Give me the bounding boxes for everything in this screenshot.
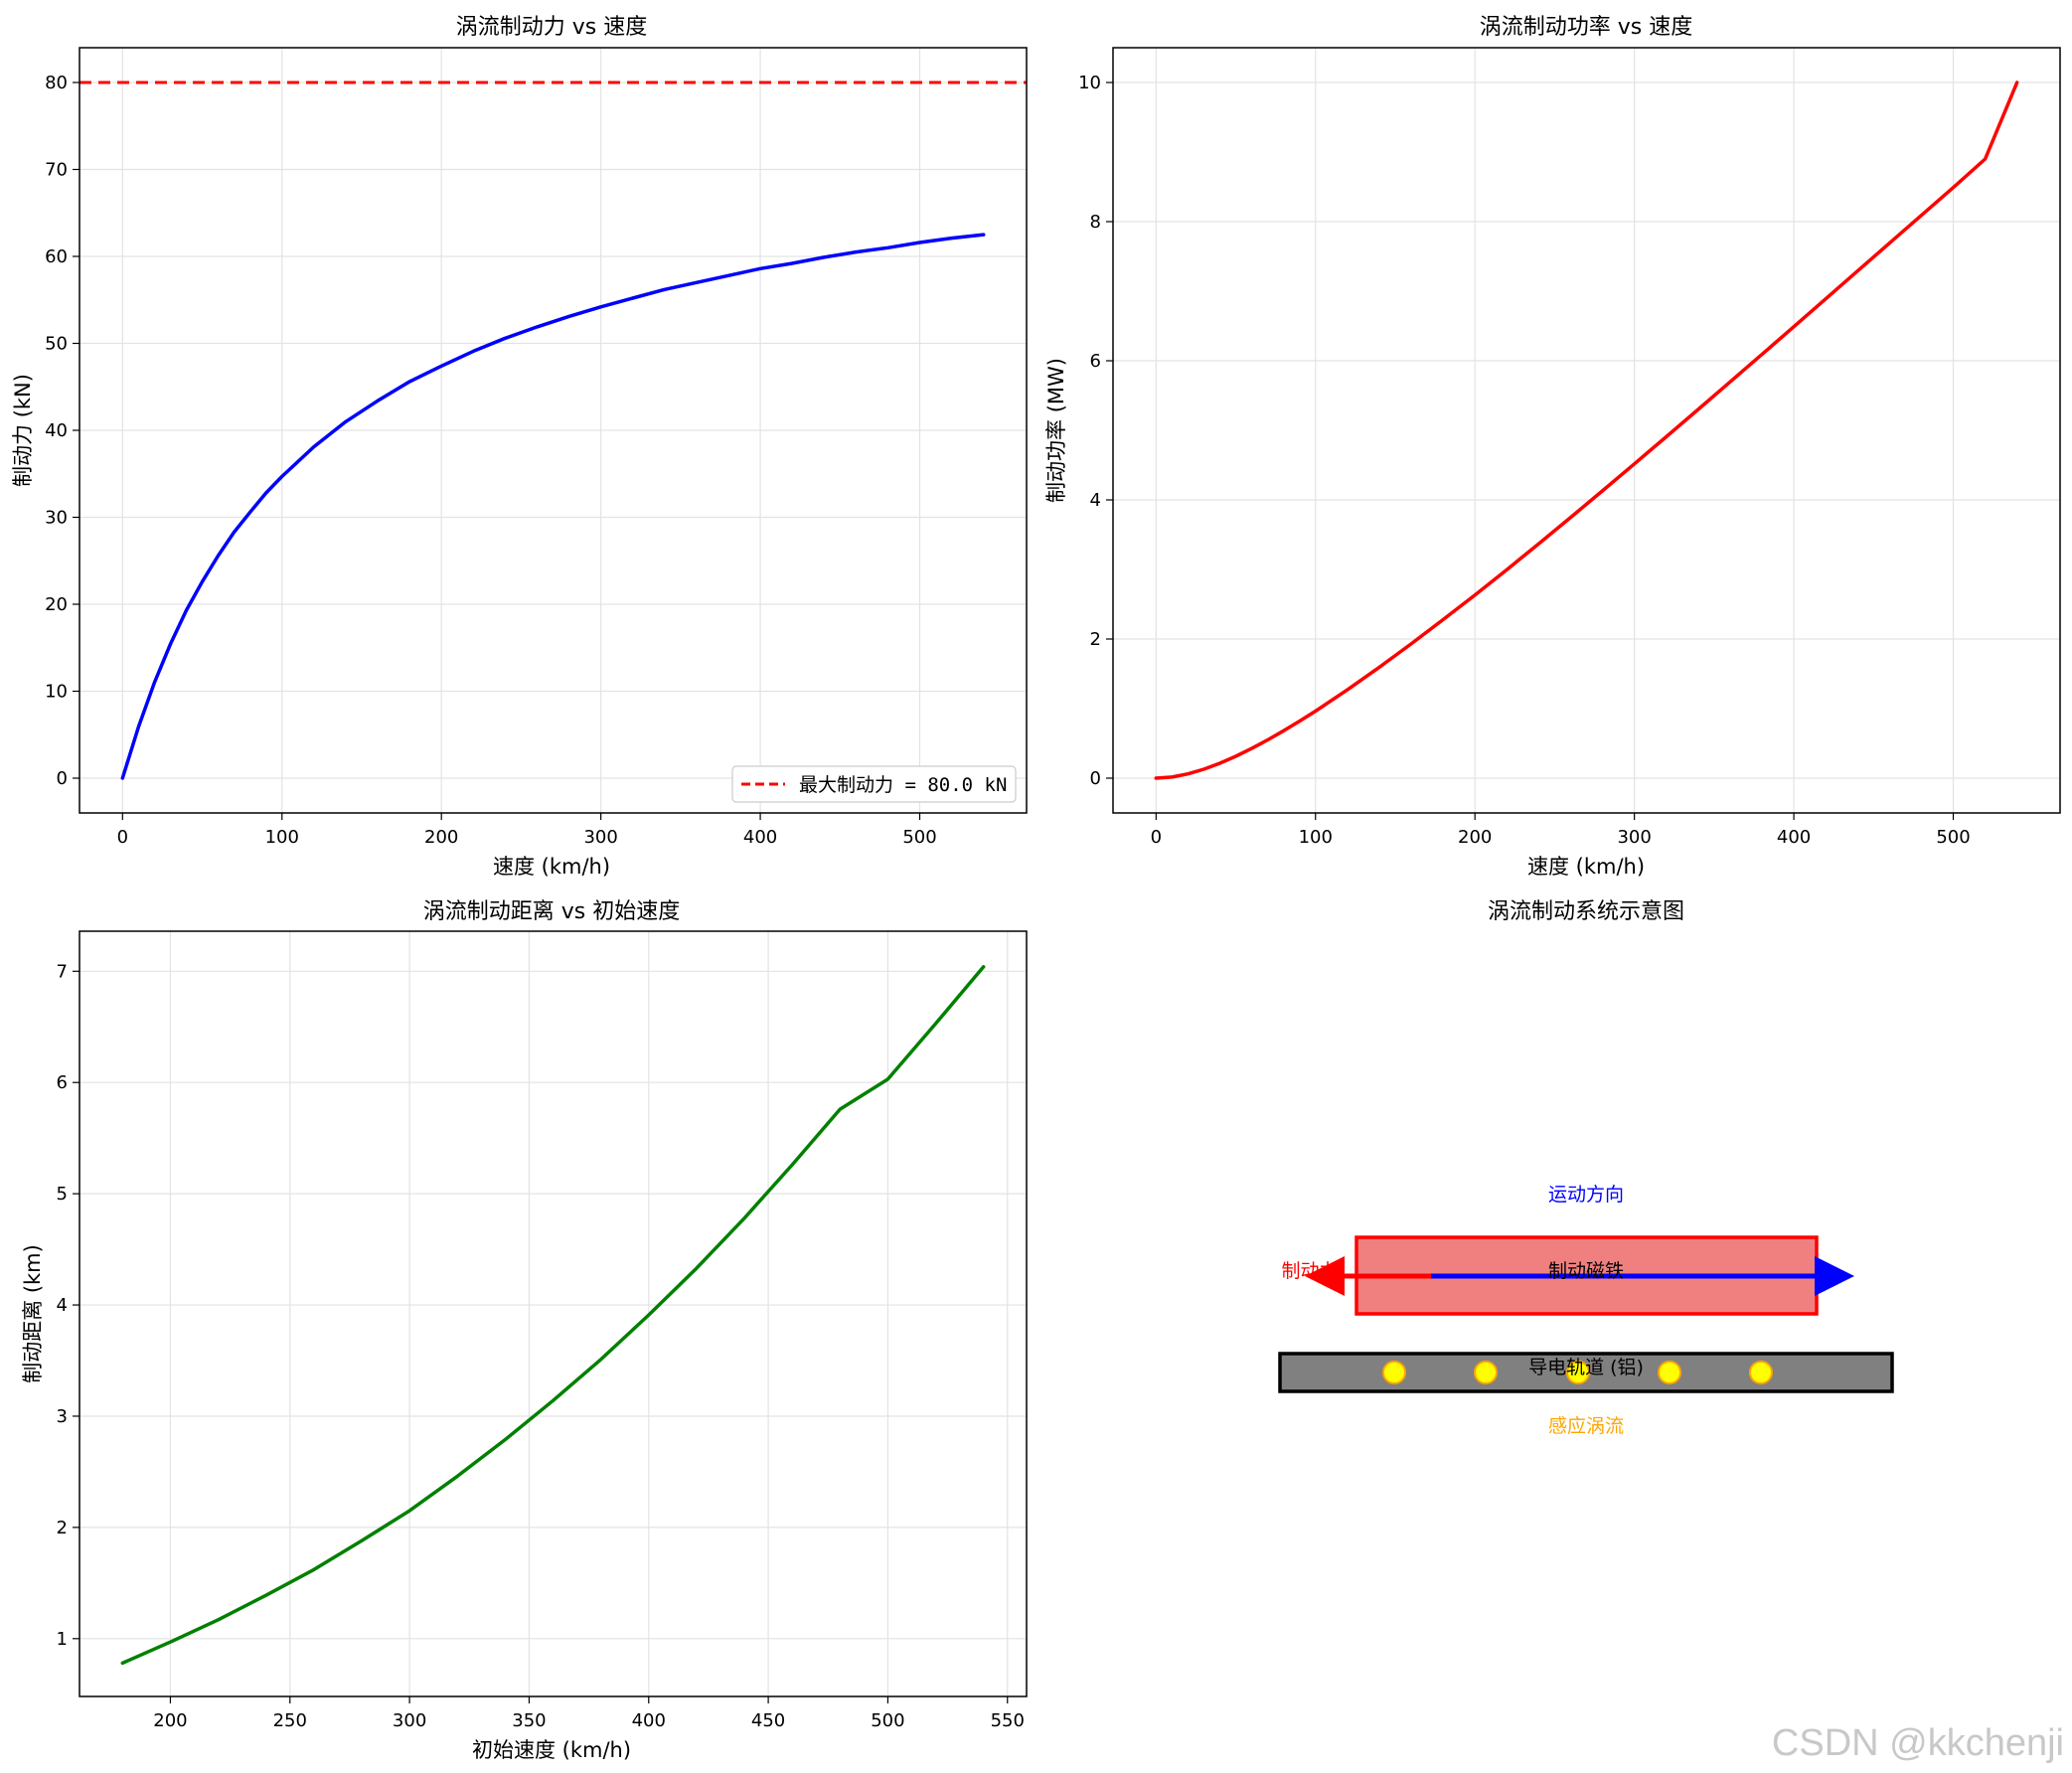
force-chart-xlabel: 速度 (km/h): [493, 855, 610, 879]
y-tick-label: 4: [57, 1295, 68, 1316]
motion-direction-label: 运动方向: [1548, 1184, 1624, 1206]
x-tick-label: 400: [632, 1710, 666, 1731]
y-tick-label: 10: [1078, 73, 1101, 93]
x-tick-label: 300: [1617, 827, 1651, 848]
distance-chart-xlabel: 初始速度 (km/h): [472, 1738, 631, 1762]
x-tick-label: 300: [583, 827, 617, 848]
distance-chart-ticks: 200 250 300 350 400 450 500 550 1 2 3 4 5 6 7: [57, 961, 1025, 1731]
distance-chart-frame: [79, 930, 1028, 1697]
y-tick-label: 0: [1090, 768, 1101, 789]
distance-chart-grid: [80, 931, 1027, 1696]
power-curve: [1154, 81, 2019, 780]
eddy-current-marker: [1658, 1361, 1681, 1384]
x-tick-label: 400: [1777, 827, 1811, 848]
diagram-title: 涡流制动系统示意图: [1488, 899, 1684, 924]
power-chart-frame: [1112, 47, 2061, 814]
y-tick-label: 2: [57, 1518, 68, 1538]
eddy-current-marker: [1382, 1361, 1406, 1384]
brake-magnet-label: 制动磁铁: [1548, 1260, 1624, 1282]
x-tick-label: 200: [424, 827, 458, 848]
x-tick-label: 400: [743, 827, 777, 848]
x-tick-label: 200: [1458, 827, 1492, 848]
y-tick-label: 20: [45, 594, 68, 615]
x-tick-label: 250: [273, 1710, 307, 1731]
force-chart-legend: 最大制动力 = 80.0 kN: [731, 765, 1017, 803]
y-tick-label: 7: [57, 961, 68, 982]
power-chart-plot-area: [1154, 81, 2019, 780]
power-chart-title: 涡流制动功率 vs 速度: [1480, 15, 1692, 40]
y-tick-label: 6: [1090, 351, 1101, 372]
x-tick-label: 450: [751, 1710, 785, 1731]
y-tick-label: 4: [1090, 490, 1101, 511]
distance-chart-plot-area: [120, 965, 986, 1666]
x-tick-label: 0: [117, 827, 128, 848]
eddy-current-marker: [1749, 1361, 1773, 1384]
distance-chart-ylabel: 制动距离 (km): [21, 1244, 45, 1383]
force-chart-ticks: 0 100 200 300 400 500 0 10 20 30 40 50 60 70 80: [45, 73, 937, 848]
x-tick-label: 300: [393, 1710, 426, 1731]
y-tick-label: 50: [45, 334, 68, 355]
y-tick-label: 40: [45, 420, 68, 441]
y-tick-label: 70: [45, 160, 68, 181]
power-chart-xlabel: 速度 (km/h): [1527, 855, 1645, 879]
power-chart-ticks: 0 100 200 300 400 500 0 2 4 6 8 10: [1078, 73, 1971, 848]
y-tick-label: 5: [57, 1184, 68, 1205]
y-tick-label: 30: [45, 508, 68, 529]
x-tick-label: 500: [1936, 827, 1970, 848]
y-tick-label: 6: [57, 1072, 68, 1093]
force-curve: [120, 233, 986, 780]
power-chart-grid: [1113, 48, 2060, 813]
eddy-brake-diagram: 涡流制动系统示意图 运动方向 制动力 制动磁铁 导电轨道 (铝) 感应涡流: [1278, 899, 1894, 1437]
legend-max-force-label: 最大制动力 = 80.0 kN: [799, 774, 1007, 796]
force-vs-speed-panel: 涡流制动力 vs 速度 0 100 200 300 400 500 0 10 20 30 40 50 6…: [11, 15, 1028, 879]
x-tick-label: 200: [153, 1710, 187, 1731]
y-tick-label: 8: [1090, 212, 1101, 233]
power-chart-ylabel: 制动功率 (MW): [1044, 358, 1068, 503]
y-tick-label: 3: [57, 1406, 68, 1427]
braking-force-label: 制动力: [1281, 1260, 1338, 1282]
force-chart-plot-area: [80, 81, 1027, 780]
x-tick-label: 100: [265, 827, 299, 848]
force-chart-grid: [80, 48, 1027, 813]
y-tick-label: 0: [57, 768, 68, 789]
distance-chart-title: 涡流制动距离 vs 初始速度: [423, 899, 680, 924]
x-tick-label: 350: [512, 1710, 546, 1731]
x-tick-label: 0: [1151, 827, 1162, 848]
rail-label: 导电轨道 (铝): [1528, 1357, 1644, 1378]
watermark: CSDN @kkchenji: [1771, 1722, 2064, 1764]
eddy-current-marker: [1566, 1361, 1590, 1384]
y-tick-label: 1: [57, 1629, 68, 1650]
eddy-current-label: 感应涡流: [1548, 1415, 1624, 1437]
x-tick-label: 550: [991, 1710, 1025, 1731]
y-tick-label: 10: [45, 682, 68, 703]
y-tick-label: 2: [1090, 629, 1101, 650]
power-vs-speed-panel: 涡流制动功率 vs 速度 0 100 200 300 400 500 0 2 4 6 8 10 速度 …: [1044, 15, 2061, 879]
force-chart-title: 涡流制动力 vs 速度: [456, 15, 647, 40]
y-tick-label: 80: [45, 73, 68, 93]
distance-vs-speed-panel: 涡流制动距离 vs 初始速度 200 250 300 350 400 450 500 550 1…: [21, 899, 1028, 1762]
legend-box: [731, 765, 1017, 803]
y-tick-label: 60: [45, 246, 68, 267]
x-tick-label: 100: [1299, 827, 1333, 848]
x-tick-label: 500: [902, 827, 936, 848]
distance-curve: [120, 965, 986, 1666]
eddy-current-marker: [1474, 1361, 1498, 1384]
force-chart-ylabel: 制动力 (kN): [11, 374, 35, 487]
x-tick-label: 500: [871, 1710, 904, 1731]
